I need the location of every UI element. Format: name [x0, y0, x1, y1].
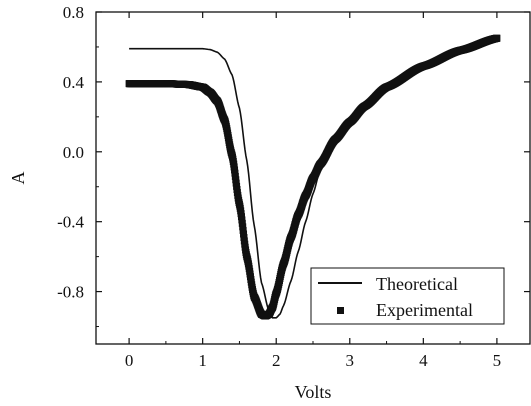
x-tick-label: 1: [198, 351, 207, 370]
series-experimental-markers: [125, 34, 501, 320]
legend-box: [310, 267, 505, 325]
legend-theoretical-label: Theoretical: [376, 274, 458, 294]
x-axis-label: Volts: [295, 382, 332, 402]
axis-ticks: [96, 11, 530, 344]
y-tick-label: 0.0: [63, 143, 84, 162]
x-tick-label: 0: [125, 351, 134, 370]
y-tick-label: 0.4: [63, 73, 85, 92]
experimental-point: [238, 219, 246, 227]
y-tick-label: -0.8: [57, 283, 84, 302]
experimental-point: [493, 34, 501, 42]
axis-tick-labels: 0 1 2 3 4 5 0.8 0.4 0.0 -0.4 -0.8: [57, 3, 501, 370]
plot-series: [125, 34, 501, 320]
legend: Theoretical Experimental: [310, 267, 505, 325]
x-tick-label: 3: [346, 351, 355, 370]
experimental-point: [240, 230, 248, 238]
legend-experimental-label: Experimental: [376, 300, 473, 320]
experimental-point: [239, 226, 247, 234]
y-axis-label: A: [8, 172, 28, 185]
x-tick-label: 2: [272, 351, 281, 370]
y-tick-label: 0.8: [63, 3, 84, 22]
y-tick-label: -0.4: [57, 213, 84, 232]
experimental-point: [239, 223, 247, 231]
x-tick-label: 4: [419, 351, 428, 370]
legend-experimental-marker-swatch: [337, 307, 344, 314]
x-tick-label: 5: [493, 351, 502, 370]
